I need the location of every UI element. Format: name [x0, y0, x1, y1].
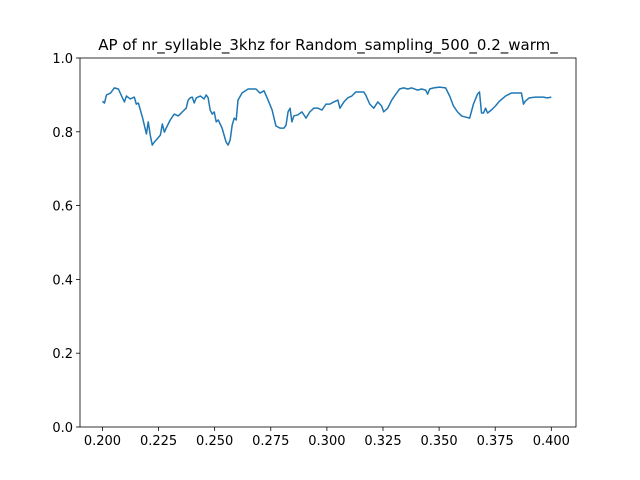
x-tick-label: 0.350 — [420, 434, 457, 449]
y-tick-label: 0.0 — [52, 421, 73, 436]
x-tick-label: 0.225 — [140, 434, 177, 449]
x-tick-label: 0.300 — [308, 434, 345, 449]
y-tick-label: 1.0 — [52, 52, 73, 67]
x-tick-label: 0.275 — [252, 434, 289, 449]
y-tick-label: 0.4 — [52, 273, 73, 288]
y-tick-label: 0.8 — [52, 126, 73, 141]
y-tick-label: 0.6 — [52, 200, 73, 215]
x-tick-label: 0.375 — [477, 434, 514, 449]
axes-frame — [79, 57, 577, 428]
x-tick-label: 0.200 — [84, 434, 121, 449]
chart-title: AP of nr_syllable_3khz for Random_sampli… — [98, 36, 558, 55]
x-tick-label: 0.250 — [196, 434, 233, 449]
x-tick-label: 0.325 — [364, 434, 401, 449]
line-series — [101, 86, 552, 146]
x-tick-label: 0.400 — [533, 434, 570, 449]
y-tick-label: 0.2 — [52, 347, 73, 362]
